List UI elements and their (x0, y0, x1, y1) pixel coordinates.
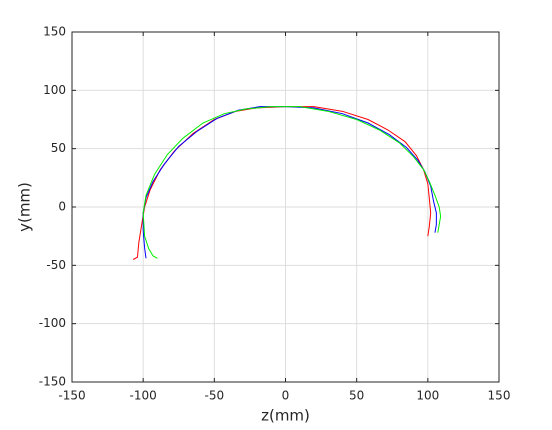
x-axis-label: z(mm) (261, 407, 310, 425)
x-tick-label: 100 (416, 389, 439, 403)
y-tick-label: 150 (43, 25, 66, 39)
x-tick-label: -150 (58, 389, 85, 403)
y-tick-label: -100 (39, 316, 66, 330)
x-tick-label: 150 (488, 389, 511, 403)
x-tick-label: -100 (130, 389, 157, 403)
y-tick-label: -150 (39, 375, 66, 389)
x-tick-label: 50 (349, 389, 364, 403)
x-tick-label: 0 (282, 389, 290, 403)
x-tick-label: -50 (205, 389, 225, 403)
y-tick-label: 100 (43, 83, 66, 97)
y-tick-label: -50 (46, 258, 66, 272)
y-axis-label: y(mm) (16, 182, 34, 232)
y-tick-label: 0 (58, 200, 66, 214)
data-line (142, 106, 442, 259)
y-tick-label: 50 (51, 141, 66, 155)
